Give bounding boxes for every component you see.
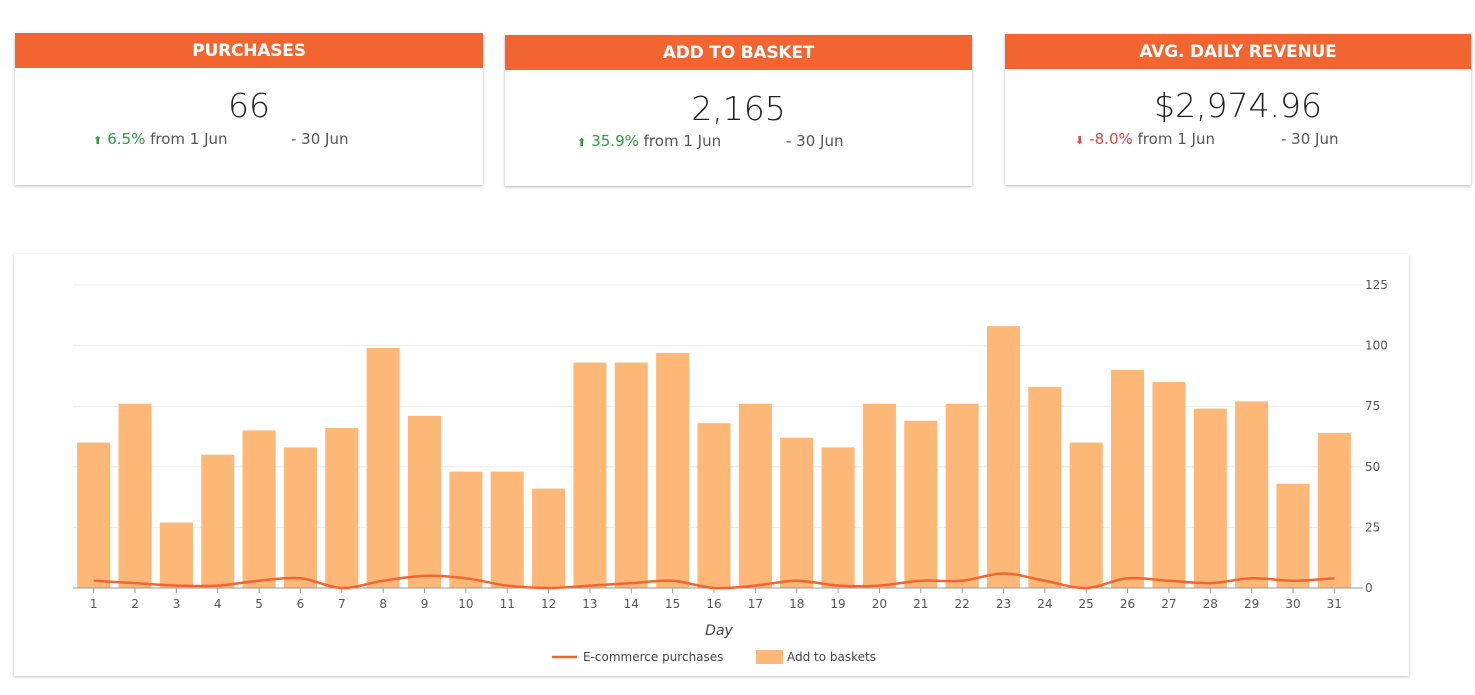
bar: [532, 488, 566, 588]
x-tick-label: 11: [500, 597, 515, 611]
arrow-up-icon: ⬆: [577, 136, 587, 149]
delta-date-to: - 30 Jun: [291, 130, 349, 148]
kpi-value: 2,165: [691, 89, 786, 128]
x-tick-label: 5: [255, 597, 263, 611]
x-tick-label: 8: [379, 597, 387, 611]
x-tick-label: 28: [1203, 597, 1218, 611]
x-tick-label: 27: [1161, 597, 1176, 611]
x-tick-label: 19: [830, 597, 845, 611]
bar: [1276, 483, 1310, 588]
bar: [614, 362, 648, 588]
y-tick-label: 50: [1365, 460, 1380, 474]
bar: [1069, 442, 1103, 588]
delta-percent: 6.5%: [107, 130, 146, 148]
x-tick-label: 25: [1079, 597, 1094, 611]
bar: [821, 447, 855, 588]
bar: [118, 403, 152, 588]
bar: [490, 471, 524, 588]
delta-percent: 35.9%: [591, 132, 639, 150]
y-tick-label: 75: [1365, 399, 1380, 413]
bar: [986, 326, 1021, 588]
kpi-card-add-to-basket: ADD TO BASKET 2,165 ⬆ 35.9% from 1 Jun - …: [505, 35, 972, 186]
bar: [1028, 386, 1062, 588]
bar: [1152, 381, 1186, 588]
x-tick-label: 23: [996, 597, 1011, 611]
x-tick-label: 30: [1285, 597, 1300, 611]
x-tick-label: 24: [1037, 597, 1052, 611]
x-tick-label: 15: [665, 597, 680, 611]
y-tick-label: 125: [1365, 278, 1388, 292]
x-tick-label: 20: [872, 597, 887, 611]
legend-label: Add to baskets: [787, 650, 876, 664]
bar: [738, 403, 772, 588]
x-tick-label: 7: [338, 597, 346, 611]
bar: [325, 428, 359, 588]
bar: [242, 430, 276, 588]
bar: [159, 522, 193, 588]
kpi-value: $2,974.96: [1154, 86, 1322, 125]
line-series-purchases: [93, 572, 1335, 590]
bar: [1235, 401, 1269, 588]
x-axis-title: Day: [705, 623, 733, 639]
kpi-title: PURCHASES: [15, 33, 483, 68]
legend-bar-swatch: [756, 650, 783, 664]
x-tick-label: 17: [748, 597, 763, 611]
bar: [77, 442, 111, 588]
x-tick-label: 10: [458, 597, 473, 611]
x-tick-label: 14: [624, 597, 639, 611]
kpi-title: ADD TO BASKET: [505, 35, 972, 70]
x-tick-label: 1: [90, 597, 98, 611]
x-tick-label: 29: [1244, 597, 1259, 611]
bar: [283, 447, 317, 588]
arrow-up-icon: ⬆: [93, 134, 103, 147]
delta-percent: -8.0%: [1089, 130, 1133, 148]
bar: [1193, 408, 1227, 588]
delta-date-from: from 1 Jun: [150, 130, 228, 148]
x-tick-label: 4: [214, 597, 222, 611]
bar: [862, 403, 896, 588]
kpi-card-purchases: PURCHASES 66 ⬆ 6.5% from 1 Jun - 30 Jun: [15, 33, 483, 185]
delta-date-to: - 30 Jun: [1281, 130, 1339, 148]
delta-date-from: from 1 Jun: [1137, 130, 1215, 148]
bar: [201, 454, 235, 588]
y-tick-label: 100: [1365, 339, 1388, 353]
x-tick-label: 2: [131, 597, 139, 611]
arrow-down-icon: ⬇: [1075, 134, 1085, 147]
bar: [697, 423, 731, 588]
bar: [449, 471, 483, 588]
kpi-card-avg-daily-revenue: AVG. DAILY REVENUE $2,974.96 ⬇ -8.0% from…: [1005, 34, 1471, 185]
x-tick-label: 18: [789, 597, 804, 611]
delta-date-to: - 30 Jun: [786, 132, 844, 150]
x-tick-label: 12: [541, 597, 556, 611]
kpi-delta: ⬆ 35.9% from 1 Jun: [577, 132, 721, 150]
bar: [904, 420, 938, 588]
x-tick-label: 22: [954, 597, 969, 611]
x-tick-label: 26: [1120, 597, 1135, 611]
x-tick-label: 3: [173, 597, 181, 611]
bar: [573, 362, 607, 588]
bar: [1111, 369, 1145, 588]
x-tick-label: 13: [582, 597, 597, 611]
bar: [407, 415, 442, 588]
kpi-delta: ⬆ 6.5% from 1 Jun: [93, 130, 228, 148]
y-tick-label: 25: [1365, 520, 1380, 534]
bar: [656, 352, 690, 588]
kpi-title: AVG. DAILY REVENUE: [1005, 34, 1471, 69]
delta-date-from: from 1 Jun: [643, 132, 722, 150]
x-tick-label: 9: [421, 597, 429, 611]
y-tick-label: 0: [1365, 581, 1373, 595]
kpi-value: 66: [228, 86, 270, 125]
x-tick-label: 16: [706, 597, 721, 611]
x-tick-label: 21: [913, 597, 928, 611]
x-tick-label: 6: [297, 597, 305, 611]
x-tick-label: 31: [1327, 597, 1342, 611]
bar: [780, 437, 814, 588]
bar: [945, 403, 979, 588]
chart-card: 0 25 50 75 100 125 1 2 3 4 5 6 7 8 9 10 11 12 13 14 15 16 17 18…: [14, 254, 1409, 676]
bar: [366, 348, 400, 588]
legend-label: E-commerce purchases: [583, 650, 723, 664]
kpi-delta: ⬇ -8.0% from 1 Jun: [1075, 130, 1215, 148]
bar: [1317, 432, 1351, 588]
